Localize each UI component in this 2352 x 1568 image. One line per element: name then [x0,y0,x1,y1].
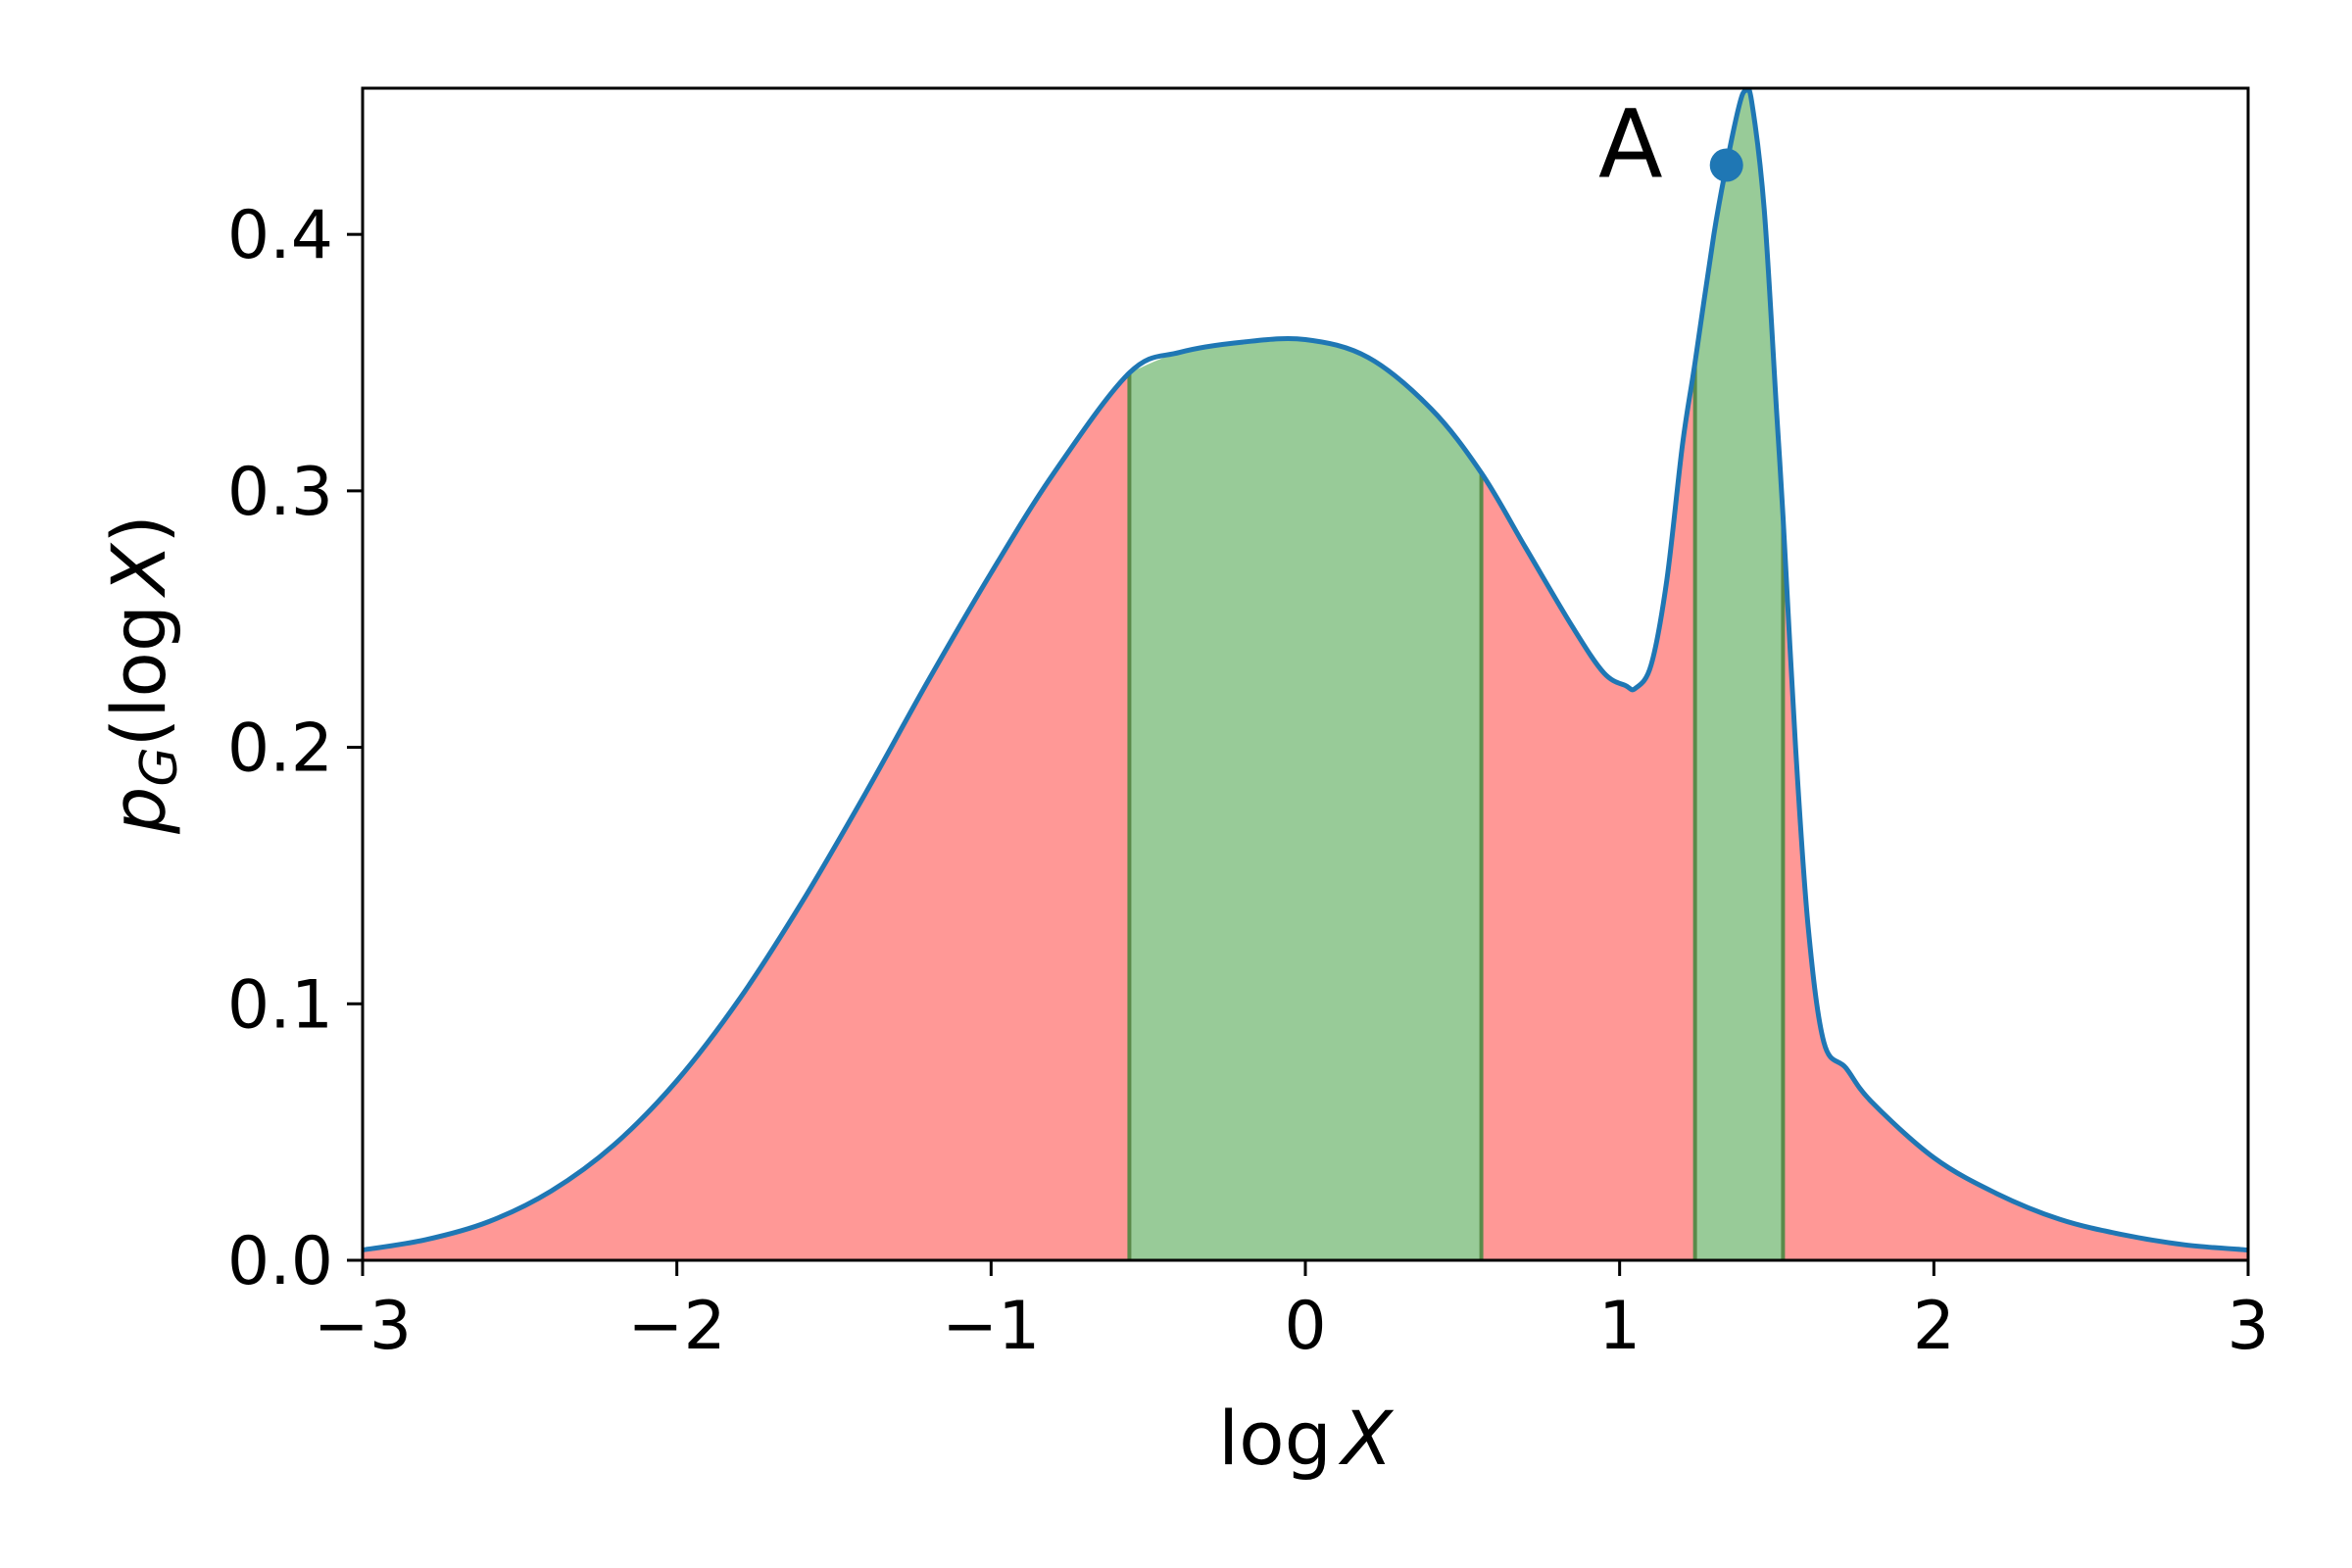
shaded-region-1 [363,372,1130,1260]
density-curve [363,88,2248,1253]
x-axis-label: log X [1218,1395,1395,1482]
y-tick-label-3: 0.3 [227,454,333,531]
y-tick-label-1: 0.1 [227,966,333,1044]
x-tick-label-4: 1 [1598,1288,1641,1365]
x-tick-label-0: −3 [314,1288,412,1365]
y-axis-label: pG(logX) [95,514,189,835]
x-tick-label-5: 2 [1913,1288,1955,1365]
shaded-region-5 [1783,516,2248,1260]
density-curve-layer [363,88,2248,1253]
y-tick-label-2: 0.2 [227,710,333,788]
x-tick-label-3: 0 [1284,1288,1326,1365]
annotation-point-a [1709,148,1743,182]
y-tick-label-0: 0.0 [227,1223,333,1300]
shaded-regions [363,88,2248,1260]
annotation-layer: A [1598,90,1743,200]
y-axis-ticks: 0.0 0.1 0.2 0.3 0.4 [227,197,363,1300]
shaded-region-3 [1481,363,1695,1260]
x-tick-label-2: −1 [942,1288,1040,1365]
x-tick-label-6: 3 [2227,1288,2269,1365]
x-tick-label-1: −2 [628,1288,726,1365]
annotation-label-a: A [1598,90,1663,200]
y-tick-label-4: 0.4 [227,197,333,274]
shaded-region-2 [1129,338,1482,1260]
x-axis-ticks: −3 −2 −1 0 1 2 3 [314,1260,2270,1365]
shaded-region-4 [1694,88,1784,1260]
